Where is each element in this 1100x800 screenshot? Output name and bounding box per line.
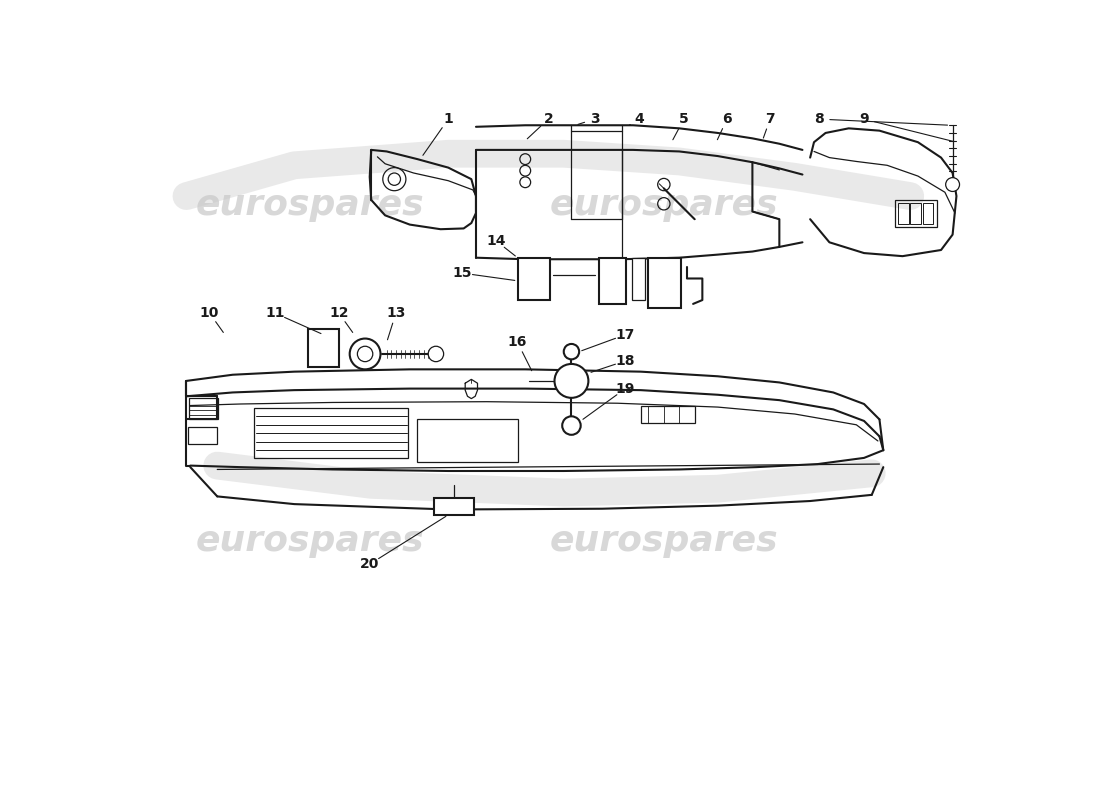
Bar [418, 419, 517, 462]
Text: 5: 5 [679, 112, 689, 126]
Text: 14: 14 [486, 234, 506, 248]
Bar [434, 498, 474, 515]
Text: eurospares: eurospares [550, 524, 778, 558]
Text: 17: 17 [616, 328, 635, 342]
Bar [189, 398, 218, 419]
Bar [923, 203, 933, 224]
Bar [439, 501, 470, 512]
Bar [600, 258, 626, 304]
Text: 8: 8 [814, 112, 824, 126]
Circle shape [562, 416, 581, 435]
Text: 9: 9 [859, 112, 869, 126]
Circle shape [563, 344, 580, 359]
Text: 1: 1 [443, 112, 453, 126]
Bar [631, 258, 646, 300]
Text: eurospares: eurospares [196, 188, 424, 222]
Bar [640, 406, 695, 423]
Bar [898, 203, 909, 224]
Text: 18: 18 [616, 354, 635, 368]
Circle shape [350, 338, 381, 370]
Text: 4: 4 [635, 112, 645, 126]
Bar [254, 408, 408, 458]
Text: eurospares: eurospares [196, 524, 424, 558]
Text: 16: 16 [508, 335, 527, 350]
Circle shape [428, 346, 443, 362]
Bar [895, 200, 937, 227]
Bar [911, 203, 921, 224]
Circle shape [554, 364, 588, 398]
Text: 13: 13 [386, 306, 406, 320]
Text: 11: 11 [265, 306, 285, 320]
Text: 19: 19 [616, 382, 635, 395]
Text: eurospares: eurospares [550, 188, 778, 222]
Bar [188, 427, 218, 444]
Text: 15: 15 [452, 266, 472, 280]
Bar [308, 329, 339, 367]
Circle shape [946, 178, 959, 191]
Text: 3: 3 [590, 112, 600, 126]
Text: 6: 6 [723, 112, 732, 126]
Bar [517, 258, 550, 300]
Text: 10: 10 [200, 306, 219, 320]
Bar [649, 258, 681, 308]
Text: 20: 20 [360, 557, 379, 571]
Text: 7: 7 [766, 112, 774, 126]
Text: 2: 2 [543, 112, 553, 126]
Text: 12: 12 [329, 306, 349, 320]
